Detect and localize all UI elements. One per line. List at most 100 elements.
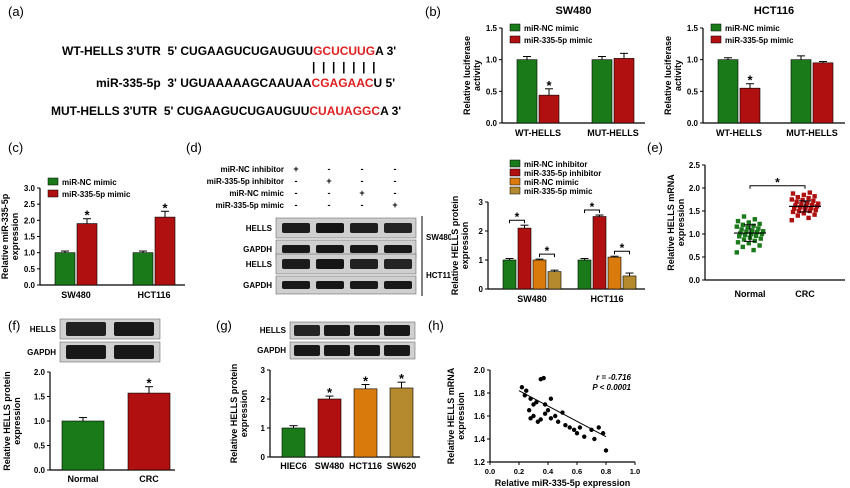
significance-star: * [775,176,780,190]
data-point [574,431,580,436]
x-tick-label: HCT116 [590,294,623,304]
significance-star: * [620,241,625,255]
y-axis-label: Relative HELLS mRNA [446,367,456,464]
treatment-label: miR-NC mimic [229,189,284,198]
blot-band [282,223,310,233]
data-point [519,385,525,390]
bar [538,94,560,124]
x-tick-label: WT-HELLS [515,128,561,138]
blot-strip [289,341,416,360]
x-tick-label: 0.0 [485,467,495,476]
blot-band [354,325,380,336]
chart-c: 0.0 0.5 1.0 1.5 2.0 2.5 3.0 Relative miR-335-5p… [0,177,185,300]
data-point [740,244,745,250]
y-tick-label: 1 [261,424,266,433]
data-point [789,197,794,202]
regression-line [518,390,607,438]
data-point [808,206,814,211]
mir-highlight: CGAGAAC [311,76,374,90]
significance-star: * [590,200,595,214]
treatment-sign: + [392,200,397,210]
significance-bracket [614,250,630,255]
data-point [538,417,543,422]
mut-seq-row: MUT-HELLS 3'UTR 5' CUGAAGUCUGAUGUUCUAUAG… [51,104,401,118]
data-point [735,240,741,245]
y-tick-label: 1.0 [34,417,46,426]
data-point [548,416,554,421]
bar [790,59,812,124]
y-axis-label: expression [456,392,466,440]
panel-a-sequences: WT-HELLS 3'UTR 5' CUGAAGUCUGAUGUUGCUCUUG… [0,0,420,130]
blot-band [114,322,154,336]
data-point [577,425,583,430]
blot-band [282,245,310,253]
blot-row-label: HELLS [246,260,273,269]
treatment-sign: - [328,200,331,210]
x-tick-label: SW480 [61,290,91,300]
data-point [737,234,742,239]
y-axis-label: Relative HELLS mRNA [666,174,676,271]
data-point [746,220,751,225]
y-tick-label: 0.0 [689,276,701,285]
y-tick-label: 1.8 [474,389,486,398]
wt-seq-row: WT-HELLS 3'UTR 5' CUGAAGUCUGAUGUUGCUCUUG… [62,44,396,58]
blot-band [384,281,412,289]
treatment-label: miR-NC inhibitor [220,165,284,174]
data-point [743,232,748,238]
data-point [755,229,760,235]
bar [532,259,547,290]
data-point [790,191,796,196]
y-tick-label: 0.0 [486,119,498,128]
x-tick-label: 0.8 [601,467,611,476]
data-point [571,427,577,432]
data-point [789,218,794,223]
y-tick-label: 2.0 [474,366,486,375]
legend-swatch [509,159,521,168]
data-point [807,190,812,195]
significance-bracket [749,185,806,189]
y-tick-label: 0 [479,285,484,294]
cell-line-label: HCT116 [426,271,451,280]
data-point [757,221,762,227]
blot-row-label: GAPDH [243,245,272,254]
legend-entry: miR-NC mimic [524,24,579,33]
data-point [524,388,529,393]
blot-row-label: HELLS [246,224,273,233]
y-axis-label: Relative luciferase [462,36,472,115]
legend-entry: miR-335-5p mimic [725,36,794,45]
y-tick-label: 0.0 [687,119,699,128]
data-point [796,208,802,214]
bar [127,392,171,471]
x-tick-label: SW620 [387,461,417,471]
mut-name: MUT-HELLS 3'UTR [51,104,158,118]
legend-entry: miR-NC mimic [524,178,579,187]
data-point [753,233,759,239]
blot-band [316,223,344,233]
wt-pre: 5' CUGAAGUCUGAUGUU [167,44,314,58]
significance-bracket [539,253,555,258]
mir-name: miR-335-5p [96,76,161,90]
bar [389,387,414,458]
y-tick-label: 0.5 [687,87,699,96]
data-point [795,213,800,218]
blot-strip [289,321,416,340]
data-point [596,425,601,430]
bar [717,59,739,124]
y-tick-label: 1.4 [474,435,486,444]
bar [132,252,154,286]
bar [317,398,342,458]
y-tick-label: 3 [479,198,484,207]
data-point [746,241,751,246]
legend-swatch [509,23,521,32]
data-point [740,222,745,227]
data-point [526,408,532,413]
bar [591,59,613,124]
y-tick-label: 2.5 [24,200,36,209]
mut-pre: 5' CUGAAGUCUGAUGUU [163,104,310,118]
chart-h: 1.2 1.4 1.6 1.8 2.0 Relative HELLS mRNA expres… [446,366,640,488]
data-point [800,197,805,203]
data-point [751,223,756,228]
data-point [541,375,546,381]
treatment-sign: - [328,188,331,198]
bar [592,216,607,290]
